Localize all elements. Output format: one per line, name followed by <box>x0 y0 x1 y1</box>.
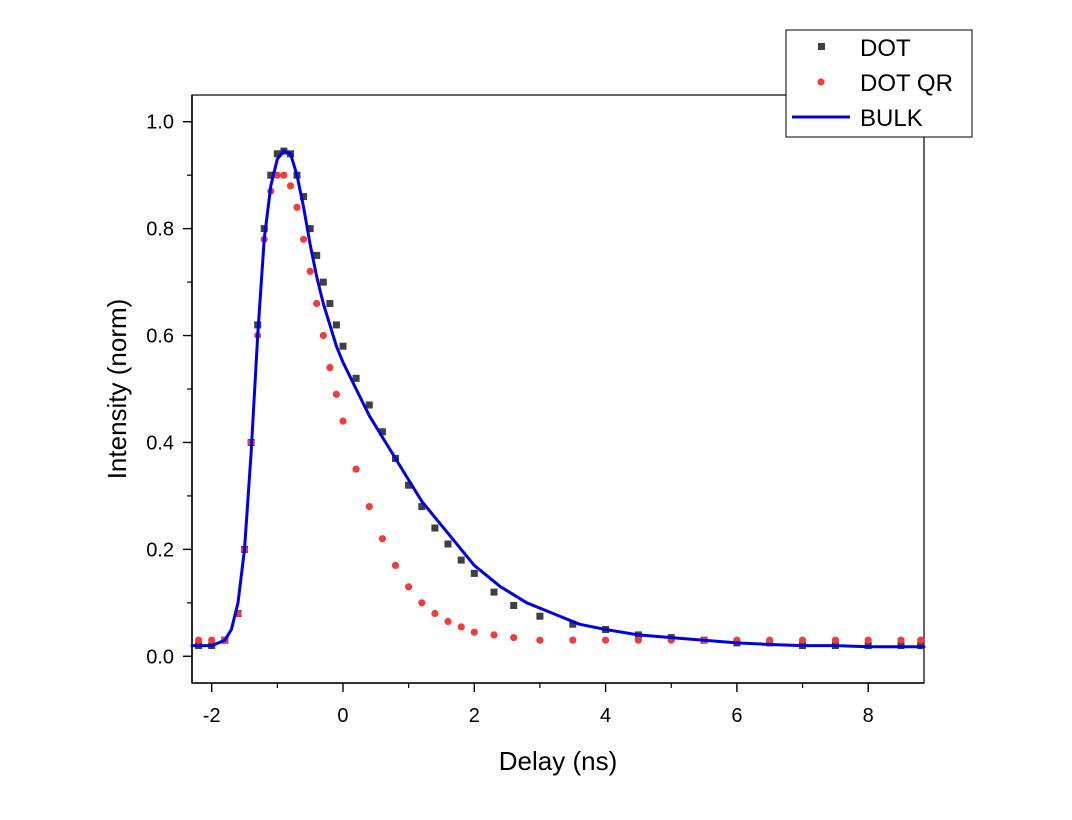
legend-box <box>785 29 973 138</box>
data-point-dot-qr <box>536 636 544 644</box>
data-point-dot-qr <box>313 299 321 308</box>
data-point-dot <box>470 569 478 577</box>
legend-label-dot-qr: DOT QR <box>860 70 953 97</box>
data-point-dot-qr <box>444 617 452 626</box>
x-axis-title: Delay (ns) <box>499 746 617 776</box>
data-point-dot <box>405 481 413 489</box>
data-point-dot-qr <box>897 636 905 644</box>
y-tick-label: 0.0 <box>146 646 174 668</box>
data-point-dot-qr <box>339 417 347 425</box>
x-tick-label: 6 <box>731 705 742 727</box>
data-point-dot <box>444 540 452 548</box>
data-point-dot <box>339 342 347 350</box>
data-point-dot-qr <box>634 636 643 644</box>
data-point-dot-qr <box>831 636 840 644</box>
data-point-dot-qr <box>391 561 400 570</box>
data-point-dot-qr <box>273 171 281 179</box>
data-point-dot <box>306 225 314 233</box>
legend-dot-marker <box>818 43 825 50</box>
data-point-dot-qr <box>365 503 373 511</box>
data-point-dot <box>490 588 498 596</box>
data-point-dot <box>457 556 465 564</box>
data-point-dot-qr <box>326 364 334 372</box>
data-point-dot-qr <box>293 203 301 211</box>
data-point-dot-qr <box>510 634 518 642</box>
plot-frame <box>191 94 925 684</box>
data-point-dot <box>332 321 340 329</box>
x-tick-label: 2 <box>469 705 480 727</box>
data-point-dot-qr <box>286 182 295 190</box>
x-tick-label: 8 <box>863 705 874 727</box>
data-point-dot-qr <box>195 636 203 644</box>
y-axis-ticks: 0.0 0.2 0.4 0.6 0.8 1.0 <box>146 112 192 668</box>
legend-label-bulk: BULK <box>860 105 923 132</box>
data-point-dot <box>418 503 426 511</box>
legend-label-dot: DOT <box>860 35 911 62</box>
data-point-dot <box>313 251 321 259</box>
data-point-dot-qr <box>917 636 925 644</box>
data-point-dot <box>431 524 439 532</box>
data-point-dot-qr <box>319 331 327 340</box>
data-point-dot-qr <box>431 609 439 618</box>
x-tick-label: -2 <box>203 705 221 727</box>
data-point-dot-qr <box>280 171 288 179</box>
y-tick-label: 0.8 <box>146 219 174 241</box>
data-point-dot-qr <box>208 636 216 644</box>
data-point-dot-qr <box>306 267 314 275</box>
data-point-dot <box>273 150 281 158</box>
data-point-dot <box>352 374 360 382</box>
legend-dot-qr-marker <box>817 78 825 86</box>
series-line-bulk <box>190 149 926 649</box>
y-tick-label: 0.2 <box>146 539 174 561</box>
data-point-dot-qr <box>418 599 426 607</box>
y-tick-label: 0.6 <box>146 326 174 348</box>
y-axis-title: Intensity (norm) <box>102 299 132 480</box>
data-point-dot <box>326 300 334 307</box>
data-point-dot <box>378 428 386 436</box>
data-point-dot-qr <box>378 535 386 543</box>
data-point-dot <box>300 193 308 201</box>
y-tick-label: 0.4 <box>146 432 174 454</box>
data-point-dot-qr <box>300 235 308 243</box>
series-layer <box>190 147 926 650</box>
x-axis-ticks: -2 0 2 4 6 8 <box>203 683 874 727</box>
data-point-dot-qr <box>352 465 360 473</box>
x-tick-label: 4 <box>600 705 611 727</box>
data-point-dot-qr <box>798 636 807 644</box>
data-point-dot <box>267 171 275 179</box>
y-tick-label: 1.0 <box>146 112 174 134</box>
data-point-dot-qr <box>766 636 774 644</box>
data-point-dot-qr <box>457 623 465 631</box>
data-point-dot <box>536 612 544 620</box>
data-point-dot <box>510 602 518 609</box>
data-point-dot-qr <box>864 636 872 644</box>
legend: DOT DOT QR BULK <box>785 29 973 138</box>
data-point-dot-qr <box>332 390 340 398</box>
data-point-dot <box>319 278 327 286</box>
x-tick-label: 0 <box>337 705 348 727</box>
data-point-dot-qr <box>490 631 498 639</box>
data-point-dot-qr <box>602 636 610 644</box>
data-point-dot-qr <box>569 636 577 644</box>
data-point-dot <box>365 401 373 409</box>
data-point-dot <box>569 620 577 628</box>
data-point-dot-qr <box>470 628 478 636</box>
data-point-dot-qr <box>405 583 413 591</box>
